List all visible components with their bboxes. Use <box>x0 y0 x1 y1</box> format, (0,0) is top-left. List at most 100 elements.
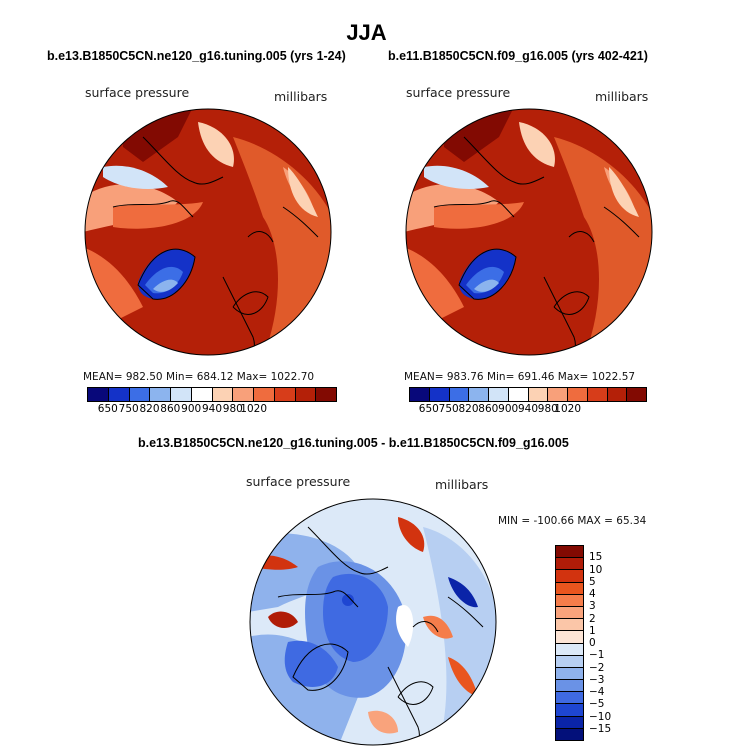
panel1-region-east-pale <box>288 167 318 217</box>
panel1-title: b.e13.B1850C5CN.ne120_g16.tuning.005 (yr… <box>47 49 346 63</box>
colorbar-tick-label: 820 <box>458 403 479 415</box>
colorbar-tick-label: −2 <box>589 661 605 674</box>
colorbar-swatch <box>191 388 213 401</box>
colorbar-swatch <box>548 388 568 401</box>
panel1-polar-map <box>84 108 332 356</box>
colorbar-tick-label: 940 <box>517 403 539 415</box>
colorbar-swatch <box>627 388 646 401</box>
panel1-map-border <box>84 108 332 356</box>
colorbar-swatch <box>556 667 583 681</box>
colorbar-tick-label: 10 <box>589 563 603 576</box>
diff-stats: MIN = -100.66 MAX = 65.34 <box>498 515 647 527</box>
panel1-colorbar <box>87 387 337 402</box>
diff-region-red6 <box>368 710 398 734</box>
diff-title: b.e13.B1850C5CN.ne120_g16.tuning.005 - b… <box>138 436 569 450</box>
colorbar-tick-label: 750 <box>118 403 139 415</box>
colorbar-tick-label: 4 <box>589 588 596 600</box>
colorbar-swatch <box>254 388 275 401</box>
panel1-right-label: millibars <box>274 89 328 104</box>
panel1-region-orange <box>113 202 203 229</box>
panel1-region-greenland-mid <box>145 266 183 294</box>
colorbar-tick-label: −10 <box>589 710 612 723</box>
colorbar-tick-label: −15 <box>589 722 612 735</box>
diff-region-white <box>396 605 414 647</box>
colorbar-swatch <box>556 558 583 571</box>
colorbar-swatch <box>556 582 583 595</box>
panel1-stats: MEAN= 982.50 Min= 684.12 Max= 1022.70 <box>83 371 315 383</box>
panel2-right-label: millibars <box>595 89 649 104</box>
panel2-region-alaska <box>519 122 555 167</box>
panel1-region-alaska <box>198 122 234 167</box>
colorbar-tick-label: 750 <box>438 403 459 415</box>
colorbar-swatch <box>171 388 192 401</box>
panel2-left-label: surface pressure <box>406 85 511 100</box>
colorbar-tick-label: −3 <box>589 673 605 686</box>
diff-region-red2 <box>398 517 425 552</box>
colorbar-swatch <box>556 546 583 559</box>
diff-region-arctic-core <box>323 573 388 662</box>
panel1-region-east <box>233 137 331 355</box>
diff-region-northwest <box>250 533 358 612</box>
colorbar-swatch <box>233 388 254 401</box>
colorbar-swatch <box>607 388 628 401</box>
colorbar-tick-label: −5 <box>589 698 605 711</box>
colorbar-tick-label: 860 <box>160 403 181 415</box>
colorbar-swatch <box>556 655 583 668</box>
panel2-polar-map <box>405 108 653 356</box>
colorbar-swatch <box>556 704 583 717</box>
colorbar-swatch <box>129 388 151 401</box>
diff-polar-map <box>249 498 497 746</box>
panel2-region-pale <box>424 165 489 189</box>
diff-coastlines <box>277 526 484 745</box>
colorbar-swatch <box>316 388 336 401</box>
panel2-coastlines <box>433 136 640 355</box>
colorbar-tick-label: 0 <box>589 637 596 649</box>
colorbar-tick-label: 1020 <box>554 403 582 415</box>
colorbar-swatch <box>508 388 529 401</box>
colorbar-swatch <box>274 388 296 401</box>
colorbar-swatch <box>150 388 171 401</box>
colorbar-tick-label: 980 <box>537 403 558 415</box>
colorbar-swatch <box>556 606 583 620</box>
colorbar-tick-label: 900 <box>181 403 202 415</box>
colorbar-swatch <box>556 643 583 656</box>
colorbar-swatch <box>449 388 470 401</box>
panel1-coastlines <box>112 136 319 355</box>
panel1-region-pale <box>103 165 168 189</box>
diff-region-greenland <box>284 640 338 687</box>
colorbar-swatch <box>556 631 583 644</box>
colorbar-swatch <box>556 680 583 693</box>
colorbar-tick-label: 820 <box>139 403 160 415</box>
panel2-map-border <box>405 108 653 356</box>
panel2-colorbar <box>409 387 647 402</box>
main-title: JJA <box>346 20 387 45</box>
panel2-colorbar-ticks: 650 750 820 860 900 940 980 1020 <box>409 403 645 417</box>
diff-region-red5 <box>423 615 453 639</box>
colorbar-swatch <box>568 388 588 401</box>
diff-region-arctic-min <box>342 594 354 606</box>
colorbar-tick-label: 3 <box>589 600 596 613</box>
colorbar-swatch <box>469 388 489 401</box>
colorbar-swatch <box>429 388 450 401</box>
diff-right-label: millibars <box>435 477 489 492</box>
diff-region-red3 <box>448 657 478 697</box>
diff-colorbar <box>555 545 584 741</box>
colorbar-tick-label: 940 <box>201 403 223 415</box>
colorbar-swatch <box>212 388 234 401</box>
panel2-region-orange <box>434 202 524 229</box>
panel1-region-greenland-edge <box>153 279 178 292</box>
colorbar-swatch <box>556 570 583 583</box>
colorbar-tick-label: 650 <box>418 403 439 415</box>
colorbar-swatch <box>528 388 549 401</box>
colorbar-swatch <box>587 388 608 401</box>
panel2-stats: MEAN= 983.76 Min= 691.46 Max= 1022.57 <box>404 371 636 383</box>
colorbar-swatch <box>295 388 317 401</box>
colorbar-tick-label: 860 <box>478 403 499 415</box>
panel2-region-east-pale <box>609 167 639 217</box>
panel2-region-greenland-edge <box>474 279 499 292</box>
colorbar-tick-label: −1 <box>589 649 605 662</box>
colorbar-tick-label: 15 <box>589 551 603 564</box>
colorbar-tick-label: 1 <box>589 624 596 637</box>
colorbar-swatch <box>410 388 430 401</box>
panel1-left-label: surface pressure <box>85 85 190 100</box>
